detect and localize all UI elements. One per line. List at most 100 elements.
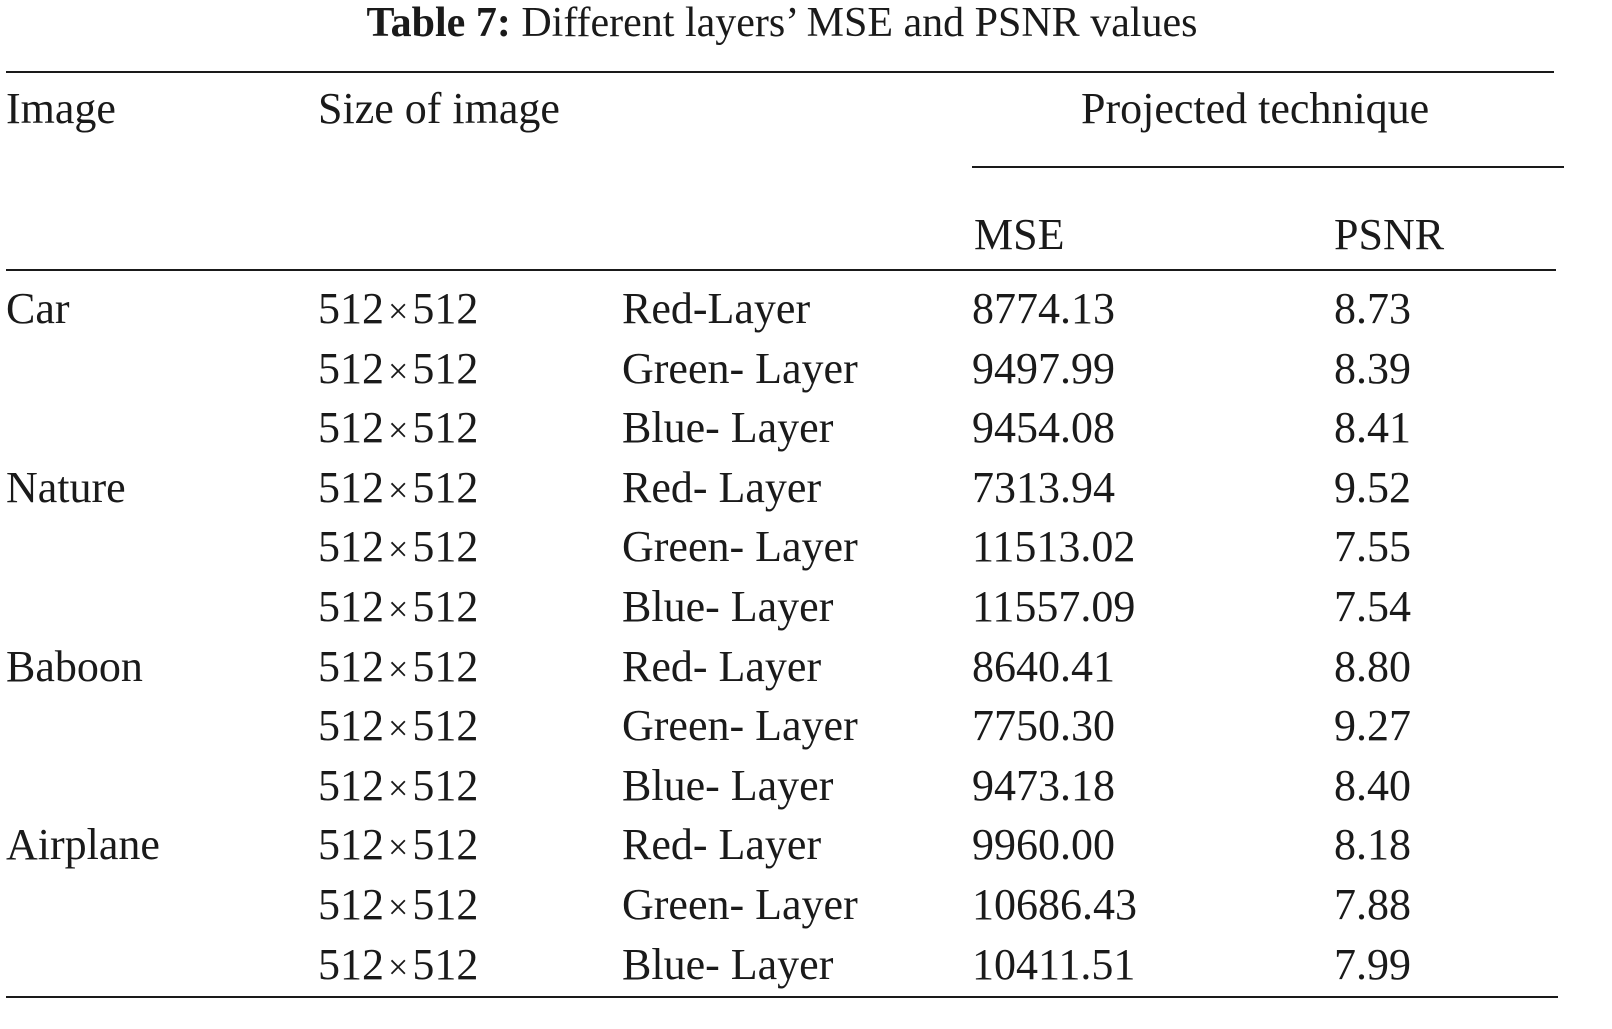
cell-layer: Green- Layer bbox=[622, 522, 858, 571]
cell-size: 512 ×512 bbox=[318, 403, 478, 455]
cell-layer: Blue- Layer bbox=[622, 582, 834, 631]
cell-psnr: 8.41 bbox=[1334, 403, 1411, 452]
cell-psnr: 7.88 bbox=[1334, 880, 1411, 929]
cell-image: Airplane bbox=[6, 820, 160, 869]
cell-mse: 10411.51 bbox=[972, 940, 1136, 989]
cell-layer: Red- Layer bbox=[622, 820, 822, 869]
cell-mse: 7313.94 bbox=[972, 463, 1115, 512]
times-sign: × bbox=[388, 649, 409, 689]
header-image: Image bbox=[6, 84, 116, 133]
size-height: 512 bbox=[412, 522, 479, 571]
size-width: 512 bbox=[318, 284, 384, 333]
cell-mse: 11513.02 bbox=[972, 522, 1136, 571]
cell-size: 512 ×512 bbox=[318, 761, 478, 813]
size-height: 512 bbox=[412, 582, 479, 631]
cell-psnr: 7.54 bbox=[1334, 582, 1411, 631]
header-rule bbox=[6, 269, 1556, 271]
cell-psnr: 9.52 bbox=[1334, 463, 1411, 512]
cell-mse: 9960.00 bbox=[972, 820, 1115, 869]
size-width: 512 bbox=[318, 522, 384, 571]
size-width: 512 bbox=[318, 344, 384, 393]
size-width: 512 bbox=[318, 761, 384, 810]
times-sign: × bbox=[388, 768, 409, 808]
times-sign: × bbox=[388, 351, 409, 391]
cell-mse: 11557.09 bbox=[972, 582, 1136, 631]
cell-psnr: 8.18 bbox=[1334, 820, 1411, 869]
size-height: 512 bbox=[412, 761, 479, 810]
cell-layer: Blue- Layer bbox=[622, 940, 834, 989]
size-width: 512 bbox=[318, 940, 384, 989]
cell-size: 512 ×512 bbox=[318, 880, 478, 932]
times-sign: × bbox=[388, 291, 409, 331]
times-sign: × bbox=[388, 827, 409, 867]
cell-mse: 8640.41 bbox=[972, 642, 1115, 691]
cell-psnr: 9.27 bbox=[1334, 701, 1411, 750]
times-sign: × bbox=[388, 529, 409, 569]
times-sign: × bbox=[388, 887, 409, 927]
header-projected-technique: Projected technique bbox=[1081, 84, 1430, 133]
cell-layer: Red-Layer bbox=[622, 284, 811, 333]
cell-psnr: 8.40 bbox=[1334, 761, 1411, 810]
cell-psnr: 7.99 bbox=[1334, 940, 1411, 989]
cell-image: Car bbox=[6, 284, 70, 333]
cell-mse: 10686.43 bbox=[972, 880, 1137, 929]
cell-mse: 9454.08 bbox=[972, 403, 1115, 452]
cell-layer: Green- Layer bbox=[622, 344, 858, 393]
times-sign: × bbox=[388, 947, 409, 987]
size-height: 512 bbox=[412, 403, 479, 452]
bottom-rule bbox=[6, 996, 1558, 998]
size-height: 512 bbox=[412, 820, 479, 869]
size-height: 512 bbox=[412, 344, 479, 393]
size-width: 512 bbox=[318, 463, 384, 512]
cell-mse: 8774.13 bbox=[972, 284, 1115, 333]
caption-label: Table 7: bbox=[366, 0, 511, 46]
size-height: 512 bbox=[412, 880, 479, 929]
header-size: Size of image bbox=[318, 84, 560, 133]
cell-size: 512 ×512 bbox=[318, 344, 478, 396]
cell-layer: Blue- Layer bbox=[622, 761, 834, 810]
table-caption: Table 7: Different layers’ MSE and PSNR … bbox=[0, 0, 1564, 48]
cell-size: 512 ×512 bbox=[318, 820, 478, 872]
size-width: 512 bbox=[318, 820, 384, 869]
cell-mse: 9497.99 bbox=[972, 344, 1115, 393]
cell-psnr: 8.80 bbox=[1334, 642, 1411, 691]
header-mse: MSE bbox=[974, 210, 1065, 259]
cell-size: 512 ×512 bbox=[318, 642, 478, 694]
size-height: 512 bbox=[412, 940, 479, 989]
times-sign: × bbox=[388, 708, 409, 748]
cell-size: 512 ×512 bbox=[318, 701, 478, 753]
times-sign: × bbox=[388, 589, 409, 629]
cell-size: 512 ×512 bbox=[318, 522, 478, 574]
cell-size: 512 ×512 bbox=[318, 284, 478, 336]
cell-size: 512 ×512 bbox=[318, 582, 478, 634]
cell-psnr: 8.39 bbox=[1334, 344, 1411, 393]
cell-size: 512 ×512 bbox=[318, 463, 478, 515]
cell-layer: Green- Layer bbox=[622, 880, 858, 929]
cell-image: Nature bbox=[6, 463, 126, 512]
size-height: 512 bbox=[412, 463, 479, 512]
size-width: 512 bbox=[318, 701, 384, 750]
size-height: 512 bbox=[412, 284, 479, 333]
cell-layer: Blue- Layer bbox=[622, 403, 834, 452]
cell-image: Baboon bbox=[6, 642, 143, 691]
size-height: 512 bbox=[412, 701, 479, 750]
cell-layer: Green- Layer bbox=[622, 701, 858, 750]
cell-layer: Red- Layer bbox=[622, 642, 822, 691]
cell-psnr: 7.55 bbox=[1334, 522, 1411, 571]
size-width: 512 bbox=[318, 403, 384, 452]
size-width: 512 bbox=[318, 582, 384, 631]
size-height: 512 bbox=[412, 642, 479, 691]
header-psnr: PSNR bbox=[1334, 210, 1445, 259]
size-width: 512 bbox=[318, 642, 384, 691]
top-rule bbox=[6, 71, 1554, 73]
group-rule bbox=[972, 166, 1564, 168]
cell-mse: 7750.30 bbox=[972, 701, 1115, 750]
times-sign: × bbox=[388, 410, 409, 450]
times-sign: × bbox=[388, 470, 409, 510]
size-width: 512 bbox=[318, 880, 384, 929]
caption-text: Different layers’ MSE and PSNR values bbox=[521, 0, 1198, 46]
cell-layer: Red- Layer bbox=[622, 463, 822, 512]
cell-size: 512 ×512 bbox=[318, 940, 478, 992]
cell-mse: 9473.18 bbox=[972, 761, 1115, 810]
cell-psnr: 8.73 bbox=[1334, 284, 1411, 333]
